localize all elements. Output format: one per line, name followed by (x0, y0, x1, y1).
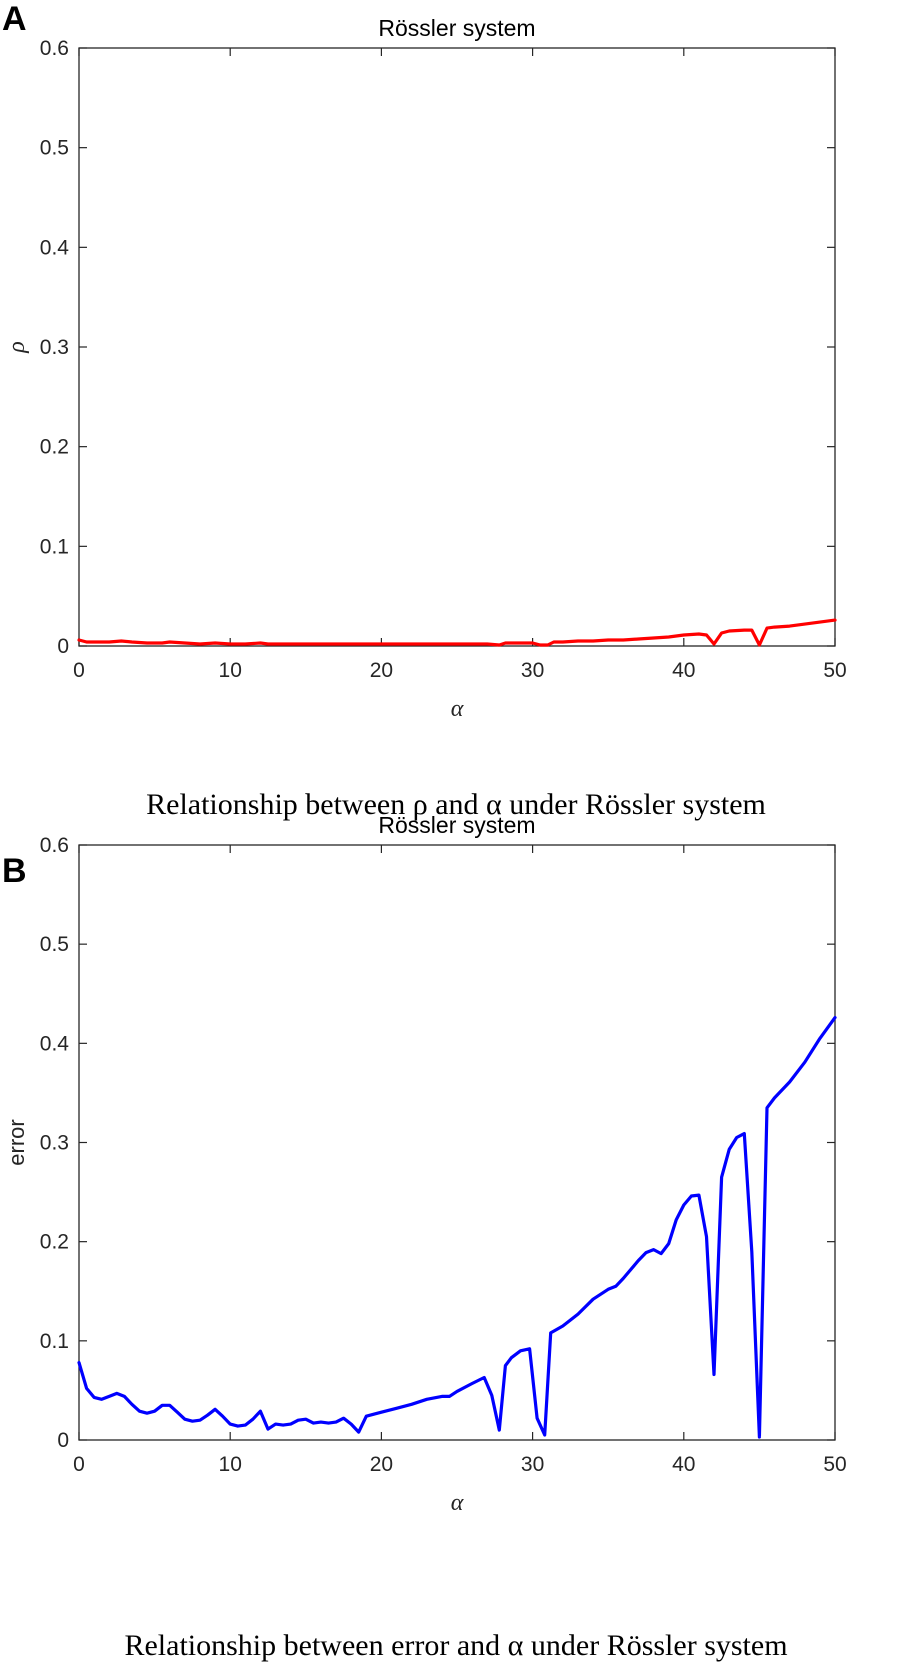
x-tick-label: 30 (521, 659, 544, 682)
x-axis-label: α (451, 1490, 464, 1516)
figure-caption: Relationship between ρ and α under Rössl… (146, 788, 766, 821)
figure-caption: Relationship between error and α under R… (124, 1629, 788, 1662)
y-axis-label: ρ (4, 341, 30, 354)
y-tick-label: 0.3 (40, 1132, 69, 1155)
y-tick-label: 0 (57, 635, 69, 658)
y-tick-label: 0.4 (40, 1032, 70, 1055)
series-line (77, 1016, 837, 1439)
y-tick-label: 0 (57, 1429, 69, 1452)
plot-area-frame (78, 844, 836, 1441)
x-tick-label: 30 (521, 1453, 544, 1476)
y-tick-label: 0.5 (40, 933, 69, 956)
y-tick-label: 0.2 (40, 1231, 69, 1254)
x-tick-label: 50 (823, 1453, 846, 1476)
x-tick-label: 50 (823, 659, 846, 682)
line-chart-b: 0 10 20 30 40 50 0 0.1 0.2 0.3 0.4 0.5 0.6 Rössler sy… (4, 812, 847, 1516)
panel-a: A 0 10 20 30 40 50 0 0.1 0.2 0.3 0.4 0.5 0.6 Rössler … (2, 0, 847, 821)
chart-title: Rössler system (378, 15, 535, 41)
chart-title: Rössler system (378, 812, 535, 838)
x-tick-label: 0 (73, 659, 85, 682)
x-tick-label: 10 (219, 659, 242, 682)
x-tick-label: 40 (672, 659, 695, 682)
y-tick-label: 0.6 (40, 37, 69, 60)
x-tick-label: 20 (370, 1453, 393, 1476)
y-tick-label: 0.4 (40, 236, 70, 259)
x-tick-label: 0 (73, 1453, 85, 1476)
x-axis-label: α (451, 696, 464, 722)
y-tick-label: 0.6 (40, 834, 69, 857)
panel-letter: A (2, 0, 27, 38)
y-tick-label: 0.5 (40, 137, 69, 160)
panel-b: B 0 10 20 30 40 50 0 0.1 0.2 0.3 0.4 0.5 0.6 Rössler … (0, 812, 912, 1680)
y-tick-label: 0.3 (40, 336, 69, 359)
x-tick-label: 10 (219, 1453, 242, 1476)
line-chart-a: 0 10 20 30 40 50 0 0.1 0.2 0.3 0.4 0.5 0.6 Rössler sy… (4, 15, 847, 722)
panel-letter: B (2, 852, 27, 890)
plot-area-frame (78, 47, 836, 647)
x-tick-label: 20 (370, 659, 393, 682)
series-line (77, 618, 837, 647)
y-axis-label: error (4, 1119, 29, 1165)
x-tick-label: 40 (672, 1453, 695, 1476)
y-tick-label: 0.1 (40, 1330, 69, 1353)
y-tick-label: 0.1 (40, 535, 69, 558)
y-tick-label: 0.2 (40, 436, 69, 459)
